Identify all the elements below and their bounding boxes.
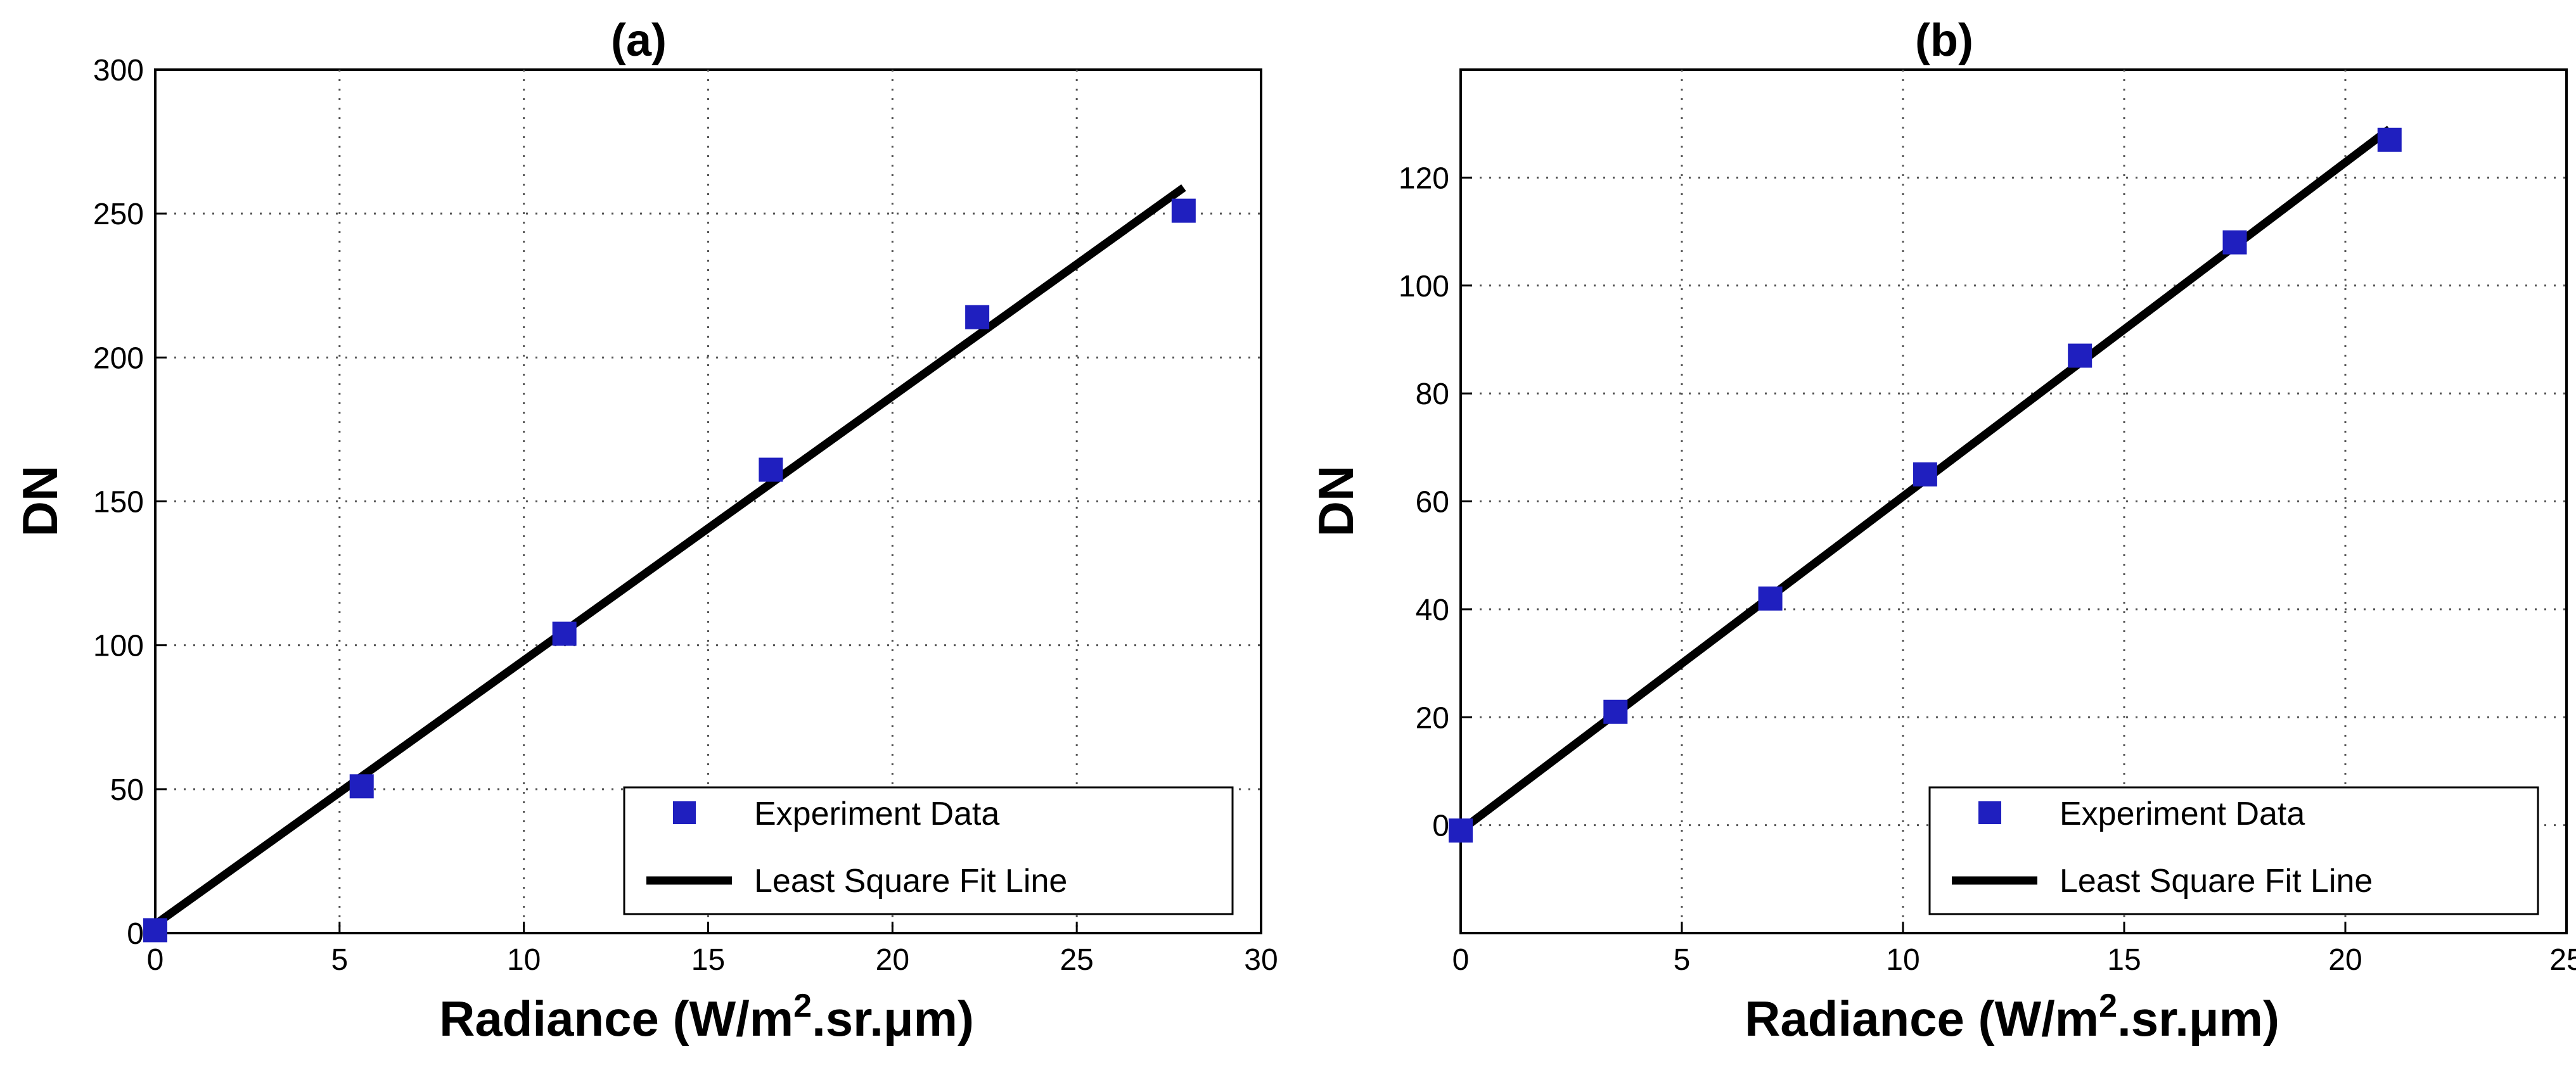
x-tick-label-b: 5 bbox=[1674, 943, 1691, 977]
x-axis-label-a-sup: 2 bbox=[793, 988, 812, 1024]
x-tick-label-a: 20 bbox=[876, 943, 909, 977]
y-tick-label-b: 20 bbox=[1416, 701, 1449, 735]
legend-label-fit-b: Least Square Fit Line bbox=[2060, 863, 2373, 900]
x-tick-label-a: 10 bbox=[507, 943, 541, 977]
data-point bbox=[143, 918, 167, 943]
y-tick-label-b: 0 bbox=[1432, 810, 1449, 843]
data-point bbox=[759, 457, 783, 482]
y-axis-label-b: DN bbox=[1308, 466, 1364, 537]
x-tick-label-b: 15 bbox=[2107, 943, 2141, 977]
data-point bbox=[965, 305, 990, 329]
grid-b bbox=[1461, 70, 2566, 933]
y-tick-label-a: 0 bbox=[127, 917, 144, 951]
y-tick-label-a: 50 bbox=[110, 773, 144, 807]
x-axis-label-b-sup: 2 bbox=[2099, 988, 2117, 1024]
x-axis-label-a: Radiance (W/m2.sr.μm) bbox=[439, 988, 974, 1046]
y-tick-label-b: 40 bbox=[1416, 594, 1449, 627]
ticks-b: 0 5 10 15 20 25 0 20 40 60 80 100 120 bbox=[1399, 162, 2576, 977]
data-point bbox=[2068, 343, 2092, 368]
y-tick-label-b: 60 bbox=[1416, 486, 1449, 519]
data-point bbox=[552, 621, 577, 646]
legend-b: Experiment Data Least Square Fit Line bbox=[1928, 786, 2539, 915]
y-tick-label-a: 250 bbox=[93, 198, 144, 231]
x-tick-label-a: 0 bbox=[147, 943, 164, 977]
y-tick-label-b: 80 bbox=[1416, 378, 1449, 411]
x-tick-label-b: 0 bbox=[1452, 943, 1470, 977]
y-tick-label-a: 300 bbox=[93, 54, 144, 87]
data-point bbox=[349, 774, 374, 799]
legend-box-b bbox=[1928, 786, 2539, 915]
x-axis-label-b-main: Radiance (W/m bbox=[1745, 991, 2099, 1046]
x-tick-label-b: 25 bbox=[2549, 943, 2576, 977]
legend-label-experiment-a: Experiment Data bbox=[754, 796, 999, 832]
data-point bbox=[1171, 198, 1196, 223]
x-tick-label-a: 30 bbox=[1244, 943, 1278, 977]
y-tick-label-a: 200 bbox=[93, 341, 144, 375]
fit-line-a bbox=[153, 184, 1186, 928]
y-tick-label-a: 150 bbox=[93, 486, 144, 519]
markers-b bbox=[1449, 127, 2402, 843]
y-tick-label-b: 100 bbox=[1399, 270, 1449, 303]
chart-panel-b: (b) 0 5 10 15 20 25 0 20 40 60 80 100 120 Radiance (… bbox=[1308, 15, 2576, 1046]
x-axis-label-b-rest: .sr.μm) bbox=[2117, 991, 2279, 1046]
x-axis-label-a-main: Radiance (W/m bbox=[439, 991, 793, 1046]
x-axis-label-b: Radiance (W/m2.sr.μm) bbox=[1745, 988, 2279, 1046]
legend-a: Experiment Data Least Square Fit Line bbox=[623, 786, 1234, 915]
data-point bbox=[2377, 127, 2402, 152]
data-point bbox=[1449, 818, 1473, 843]
legend-box-a bbox=[623, 786, 1234, 915]
x-tick-label-b: 10 bbox=[1886, 943, 1919, 977]
markers-a bbox=[143, 198, 1196, 943]
data-point bbox=[2222, 230, 2247, 255]
x-tick-label-a: 15 bbox=[691, 943, 725, 977]
legend-marker-a bbox=[673, 801, 696, 824]
legend-label-fit-a: Least Square Fit Line bbox=[754, 863, 1067, 900]
x-tick-label-a: 5 bbox=[331, 943, 348, 977]
data-point bbox=[1913, 462, 1937, 486]
x-axis-label-a-rest: .sr.μm) bbox=[812, 991, 974, 1046]
y-tick-label-b: 120 bbox=[1399, 162, 1449, 195]
chart-title-a: (a) bbox=[611, 15, 667, 66]
chart-title-b: (b) bbox=[1915, 15, 1973, 66]
data-point bbox=[1758, 586, 1783, 611]
y-axis-label-a: DN bbox=[12, 466, 68, 537]
legend-marker-b bbox=[1978, 801, 2001, 824]
x-tick-label-a: 25 bbox=[1060, 943, 1093, 977]
y-tick-label-a: 100 bbox=[93, 630, 144, 663]
x-tick-label-b: 20 bbox=[2328, 943, 2362, 977]
data-point bbox=[1603, 699, 1628, 724]
legend-label-experiment-b: Experiment Data bbox=[2060, 796, 2305, 832]
